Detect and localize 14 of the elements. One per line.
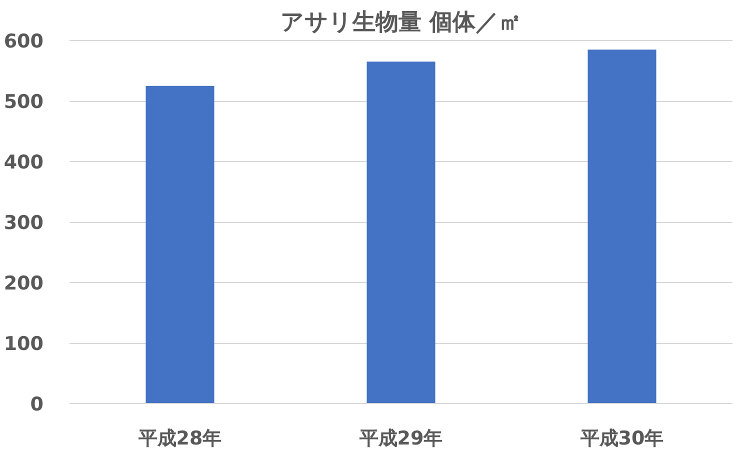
y-tick-label: 200	[4, 272, 44, 294]
x-tick-label: 平成28年	[137, 428, 222, 450]
y-tick-label: 0	[30, 394, 44, 416]
y-tick-label: 600	[4, 30, 44, 52]
x-tick-label: 平成29年	[358, 428, 443, 450]
y-tick-label: 500	[4, 91, 44, 113]
chart-title: アサリ生物量 個体／㎡	[280, 10, 522, 36]
y-tick-label: 400	[4, 152, 44, 174]
y-tick-label: 100	[4, 333, 44, 355]
bar	[146, 86, 214, 404]
bar	[366, 62, 436, 404]
bar	[588, 50, 656, 404]
x-tick-label: 平成30年	[579, 428, 664, 450]
y-tick-label: 300	[4, 212, 44, 234]
